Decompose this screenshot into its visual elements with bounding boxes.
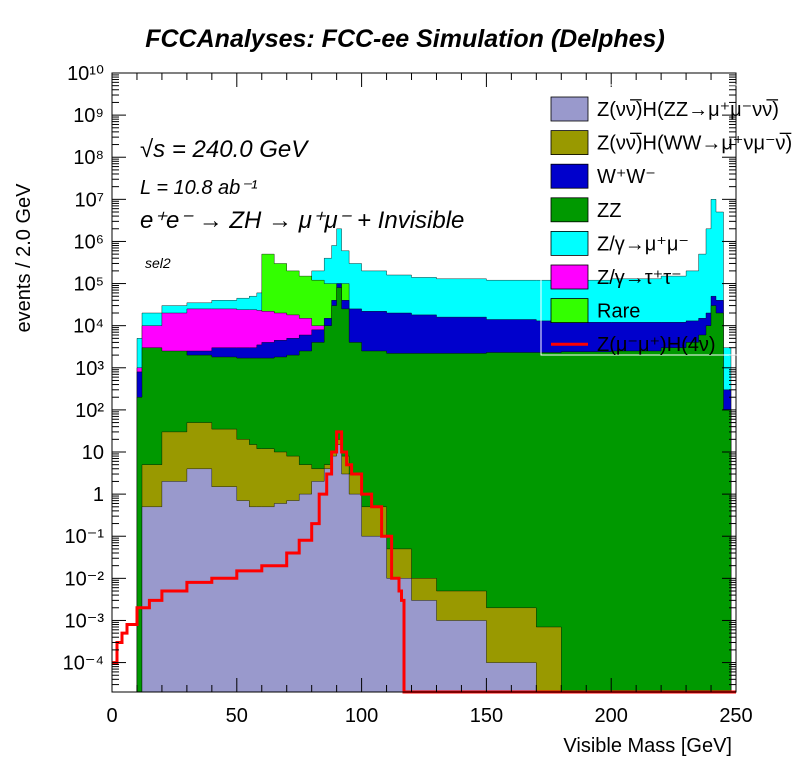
legend: Z(νν̅)H(ZZ→μ⁺μ⁻νν̅) Z(νν̅)H(WW→μ⁺νμ⁻ν̅) W⁺… bbox=[550, 96, 792, 356]
y-tick-label: 10⁹ bbox=[73, 105, 104, 127]
legend-swatch bbox=[550, 197, 589, 223]
y-axis-label: events / 2.0 GeV bbox=[13, 183, 35, 333]
y-tick-label: 10⁵ bbox=[73, 274, 104, 296]
y-tick-label: 10⁻⁴ bbox=[63, 653, 104, 675]
x-tick-label: 50 bbox=[226, 705, 248, 727]
signal-layer bbox=[112, 430, 736, 694]
x-tick-label: 150 bbox=[470, 705, 503, 727]
y-tick-label: 10 bbox=[82, 442, 104, 464]
x-axis: 0 50 100 150 200 250 bbox=[106, 73, 753, 727]
x-tick-label: 250 bbox=[719, 705, 752, 727]
y-tick-label: 10³ bbox=[75, 358, 104, 380]
legend-box bbox=[540, 84, 796, 356]
process-annotation: e⁺e⁻ → ZH → μ⁺μ⁻ + Invisible bbox=[140, 207, 464, 234]
selection-annotation: sel2 bbox=[145, 255, 171, 271]
legend-swatch bbox=[550, 163, 589, 189]
plot-frame bbox=[111, 72, 737, 693]
y-tick-label: 1 bbox=[93, 484, 104, 506]
legend-label: Rare bbox=[597, 301, 640, 323]
sqrt-s-annotation: √s = 240.0 GeV bbox=[140, 136, 309, 163]
y-tick-label: 10⁷ bbox=[75, 189, 104, 211]
legend-label: Z(νν̅)H(WW→μ⁺νμ⁻ν̅) bbox=[597, 132, 792, 155]
legend-swatch bbox=[550, 130, 589, 156]
legend-label: ZZ bbox=[597, 200, 621, 222]
y-tick-label: 10⁻¹ bbox=[65, 526, 105, 548]
stacked-areas bbox=[112, 199, 736, 693]
legend-swatch bbox=[550, 298, 589, 324]
x-axis-label: Visible Mass [GeV] bbox=[563, 735, 732, 757]
y-tick-label: 10⁻³ bbox=[65, 610, 105, 632]
y-tick-label: 10⁻² bbox=[65, 568, 105, 590]
legend-swatch bbox=[550, 96, 589, 122]
legend-label: Z/γ→τ⁺τ⁻ bbox=[597, 267, 682, 289]
signal-line bbox=[112, 430, 736, 694]
legend-label: W⁺W⁻ bbox=[597, 166, 656, 188]
legend-label: Z/γ→μ⁺μ⁻ bbox=[597, 233, 689, 255]
x-tick-label: 0 bbox=[106, 705, 117, 727]
x-tick-label: 200 bbox=[595, 705, 628, 727]
chart-title: FCCAnalyses: FCC-ee Simulation (Delphes) bbox=[145, 25, 665, 53]
y-tick-label: 10⁶ bbox=[74, 231, 104, 253]
legend-label: Z(μ⁻μ⁺)H(4ν) bbox=[597, 334, 716, 356]
y-tick-label: 10² bbox=[75, 400, 104, 422]
legend-swatch bbox=[550, 264, 589, 290]
y-tick-label: 10⁴ bbox=[73, 316, 104, 338]
y-axis: 10⁻⁴ 10⁻³ 10⁻² 10⁻¹ 1 10 10² 10³ 10⁴ 10⁵ 10⁶ 10⁷ 10⁸… bbox=[63, 63, 736, 693]
legend-swatch bbox=[550, 230, 589, 256]
y-tick-label: 10⁸ bbox=[73, 147, 104, 169]
lumi-annotation: L = 10.8 ab⁻¹ bbox=[140, 177, 258, 199]
y-tick-label: 10¹⁰ bbox=[67, 63, 104, 85]
legend-label: Z(νν̅)H(ZZ→μ⁺μ⁻νν̅) bbox=[597, 98, 779, 121]
x-tick-label: 100 bbox=[345, 705, 378, 727]
